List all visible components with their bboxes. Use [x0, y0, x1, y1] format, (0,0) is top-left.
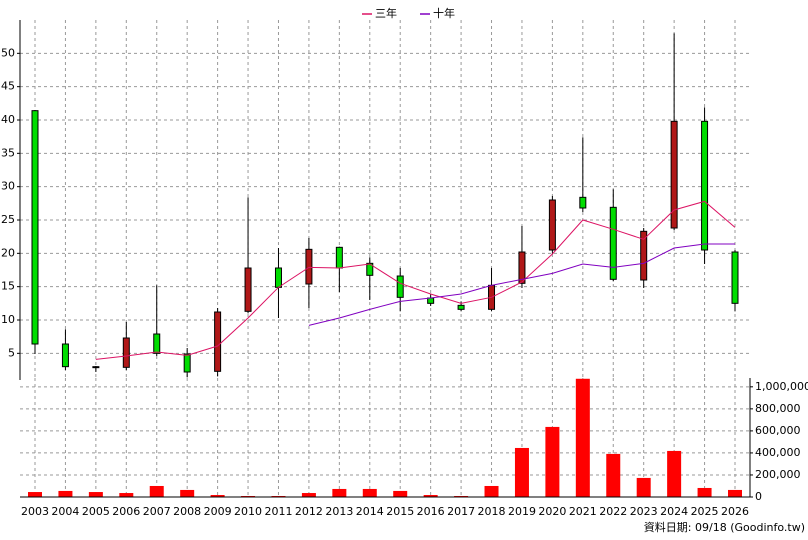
y-tick-label: 35	[1, 146, 15, 159]
x-tick-label: 2024	[660, 505, 688, 518]
candle-body	[427, 297, 435, 304]
footnote: 資料日期: 09/18 (Goodinfo.tw)	[644, 520, 805, 534]
candle-body	[548, 199, 556, 251]
x-tick-label: 2018	[478, 505, 506, 518]
x-tick-label: 2014	[356, 505, 384, 518]
candle-body	[335, 246, 343, 269]
volume-bar	[575, 378, 590, 497]
x-tick-label: 2011	[264, 505, 292, 518]
x-tick-label: 2022	[599, 505, 627, 518]
y-tick-label: 50	[1, 46, 15, 59]
volume-bar	[545, 426, 560, 497]
volume-bar	[149, 485, 164, 497]
candle-body	[518, 251, 526, 284]
x-tick-label: 2007	[143, 505, 171, 518]
y2-tick-label: 0	[755, 490, 762, 503]
x-tick-label: 2015	[386, 505, 414, 518]
volume-bar	[88, 492, 103, 497]
candle-body	[92, 366, 100, 369]
x-tick-label: 2004	[51, 505, 79, 518]
volume-bar	[636, 477, 651, 497]
y-tick-label: 45	[1, 80, 15, 93]
candle-body	[579, 196, 587, 209]
candle-body	[640, 230, 648, 281]
candle-body	[61, 343, 69, 368]
volume-bar	[332, 488, 347, 497]
candle-body	[122, 337, 130, 368]
volume-bar	[180, 489, 195, 497]
y2-tick-label: 200,000	[755, 468, 801, 481]
candle-body	[153, 333, 161, 354]
volume-bar	[728, 489, 742, 497]
volume-bar	[484, 485, 499, 497]
volume-bar	[393, 490, 408, 497]
x-tick-label: 2013	[325, 505, 353, 518]
volume-bar	[423, 495, 438, 497]
x-tick-label: 2008	[173, 505, 201, 518]
legend-label: 十年	[433, 6, 455, 20]
legend-label: 三年	[375, 6, 397, 20]
volume-bar	[606, 453, 621, 497]
x-tick-label: 2006	[112, 505, 140, 518]
volume-bar	[697, 487, 712, 497]
volume-bar	[210, 495, 225, 497]
candle-body	[183, 353, 191, 373]
y-tick-label: 10	[1, 313, 15, 326]
volume-bar	[119, 493, 134, 497]
y-tick-label: 15	[1, 280, 15, 293]
candle-body	[366, 262, 374, 276]
candle-body	[305, 248, 313, 285]
candle-body	[396, 275, 404, 298]
candle-body	[609, 206, 617, 280]
x-tick-label: 2026	[721, 505, 749, 518]
x-tick-label: 2023	[630, 505, 658, 518]
ma-line	[308, 243, 735, 326]
volume-bar	[667, 450, 682, 497]
candle-body	[701, 120, 709, 251]
y-tick-label: 40	[1, 113, 15, 126]
x-tick-label: 2009	[204, 505, 232, 518]
x-tick-label: 2017	[447, 505, 475, 518]
x-tick-label: 2005	[82, 505, 110, 518]
candle-body	[214, 311, 222, 372]
candle-body	[731, 251, 739, 304]
volume-bar	[28, 492, 42, 497]
y2-tick-label: 1,000,000	[755, 380, 808, 393]
candle-body	[274, 267, 282, 288]
y2-tick-label: 600,000	[755, 424, 801, 437]
ma-line	[95, 200, 736, 360]
candle-body	[670, 120, 678, 229]
y-tick-label: 5	[8, 346, 15, 359]
candle-body	[244, 267, 252, 312]
candle-body	[31, 110, 39, 345]
y-tick-label: 20	[1, 246, 15, 259]
x-tick-label: 2003	[21, 505, 49, 518]
x-tick-label: 2020	[538, 505, 566, 518]
y-tick-label: 30	[1, 180, 15, 193]
candle-body	[457, 304, 465, 310]
volume-bar	[514, 447, 529, 497]
x-tick-label: 2025	[691, 505, 719, 518]
y-tick-label: 25	[1, 213, 15, 226]
volume-bar	[58, 490, 73, 497]
x-tick-label: 2010	[234, 505, 262, 518]
x-tick-label: 2019	[508, 505, 536, 518]
y2-tick-label: 800,000	[755, 402, 801, 415]
x-tick-label: 2021	[569, 505, 597, 518]
x-tick-label: 2016	[417, 505, 445, 518]
x-tick-label: 2012	[295, 505, 323, 518]
y2-tick-label: 400,000	[755, 446, 801, 459]
volume-bar	[362, 488, 377, 497]
volume-bar	[301, 493, 316, 497]
